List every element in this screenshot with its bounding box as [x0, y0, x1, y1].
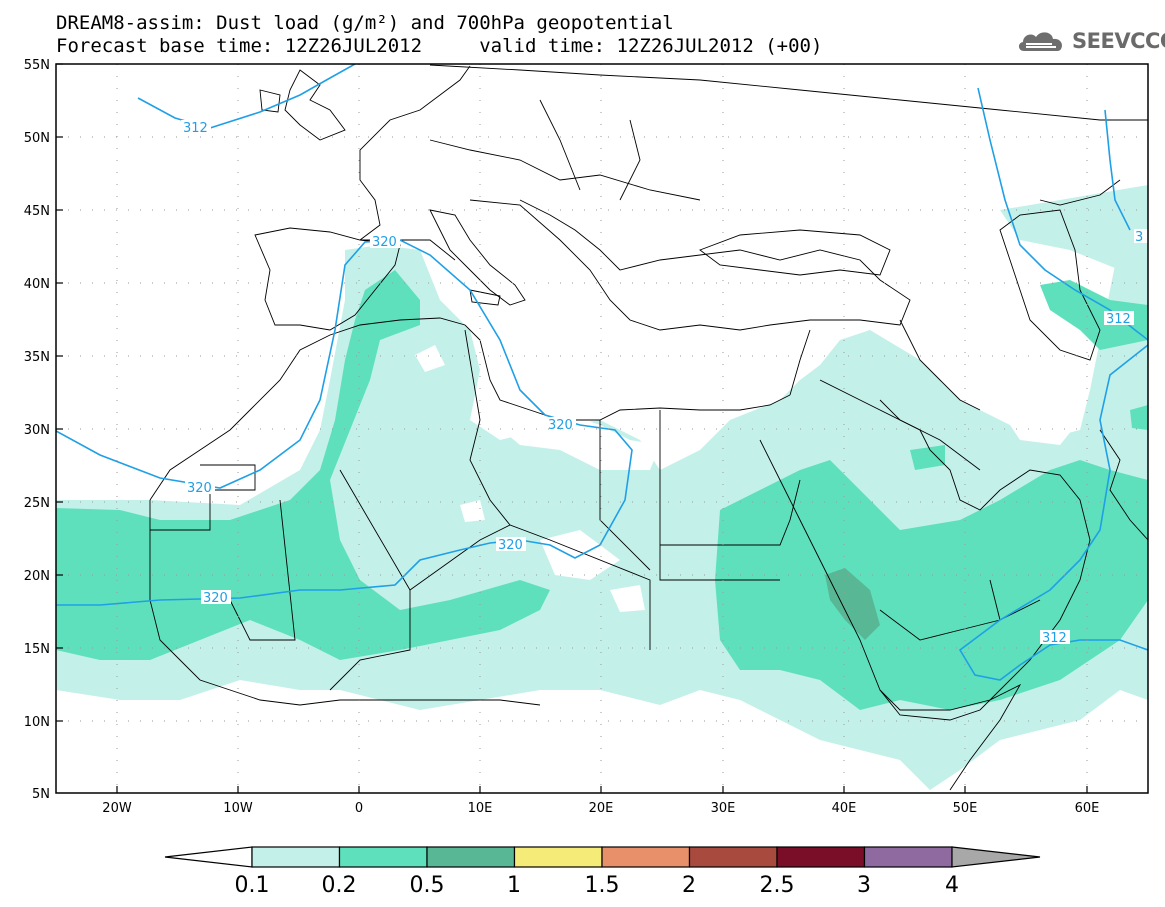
lat-label: 30N [24, 423, 50, 438]
contour-label: 312 [183, 121, 208, 136]
lat-label: 20N [24, 569, 50, 584]
contour-label: 3 [1135, 230, 1143, 245]
contour-label: 320 [372, 235, 397, 250]
lon-label: 60E [1075, 801, 1100, 816]
lat-label: 10N [24, 715, 50, 730]
lat-label: 40N [24, 277, 50, 292]
contour-labels: 312 320 320 320 320 320 312 312 3 [181, 120, 1148, 646]
colorbar-labels: 0.1 0.2 0.5 1 1.5 2 2.5 3 4 [235, 873, 960, 898]
colorbar-segment [513, 846, 603, 868]
colorbar-right-arrow [951, 846, 1041, 868]
coastlines [149, 64, 1148, 791]
lon-label: 50E [953, 801, 978, 816]
colorbar-label: 0.2 [322, 873, 357, 898]
lat-label: 5N [32, 787, 50, 802]
contour-label: 312 [1042, 631, 1067, 646]
contour-label: 320 [187, 481, 212, 496]
colorbar: 0.1 0.2 0.5 1 1.5 2 2.5 3 4 [164, 846, 1041, 898]
lat-label: 35N [24, 350, 50, 365]
colorbar-segment [426, 846, 516, 868]
map-title: DREAM8-assim: Dust load (g/m²) and 700hP… [56, 12, 674, 34]
logo-text: SEEVCCC [1072, 29, 1165, 53]
lon-label: 20E [589, 801, 614, 816]
longitude-labels: 20W 10W 0 10E 20E 30E 40E 50E 60E [102, 801, 1099, 816]
cloud-icon [1018, 32, 1063, 51]
colorbar-label: 0.1 [235, 873, 270, 898]
colorbar-label: 1.5 [585, 873, 620, 898]
dust-band-0.2-ne [1040, 280, 1148, 350]
colorbar-left-arrow [164, 846, 253, 868]
contour-label: 320 [498, 538, 523, 553]
colorbar-label: 2 [682, 873, 696, 898]
colorbar-segment [338, 846, 428, 868]
colorbar-label: 1 [507, 873, 521, 898]
dust-band-0.2-west [56, 270, 550, 660]
lat-label: 25N [24, 496, 50, 511]
axis-ticks [56, 63, 1088, 793]
colorbar-segment [601, 846, 691, 868]
lon-label: 0 [355, 801, 363, 816]
lat-label: 50N [24, 131, 50, 146]
dust-band-0.1-ne [1000, 185, 1148, 270]
colorbar-segment [863, 846, 953, 868]
lat-label: 55N [24, 58, 50, 73]
dust-band-0.5 [825, 568, 880, 640]
contour-312-ne [1104, 109, 1131, 231]
contour-label: 320 [203, 591, 228, 606]
map-subtitle: Forecast base time: 12Z26JUL2012 valid t… [56, 35, 823, 57]
contour-320-main [56, 239, 633, 606]
lat-label: 45N [24, 204, 50, 219]
colorbar-label: 0.5 [410, 873, 445, 898]
colorbar-segment [688, 846, 778, 868]
colorbar-segment [251, 846, 341, 868]
lon-label: 40E [832, 801, 857, 816]
colorbar-label: 4 [945, 873, 959, 898]
colorbar-label: 2.5 [760, 873, 795, 898]
colorbar-segment [776, 846, 866, 868]
lat-label: 15N [24, 642, 50, 657]
latitude-labels: 55N 50N 45N 40N 35N 30N 25N 20N 15N 10N … [24, 58, 50, 802]
lon-label: 10E [468, 801, 493, 816]
lon-label: 10W [223, 801, 253, 816]
colorbar-label: 3 [857, 873, 871, 898]
contour-label: 320 [548, 418, 573, 433]
lon-label: 30E [711, 801, 736, 816]
colorbar-segments [251, 846, 953, 868]
seevccc-logo: SEEVCCC [1016, 26, 1165, 56]
lon-label: 20W [102, 801, 132, 816]
contour-312-nw [137, 64, 356, 129]
contour-label: 312 [1106, 312, 1131, 327]
